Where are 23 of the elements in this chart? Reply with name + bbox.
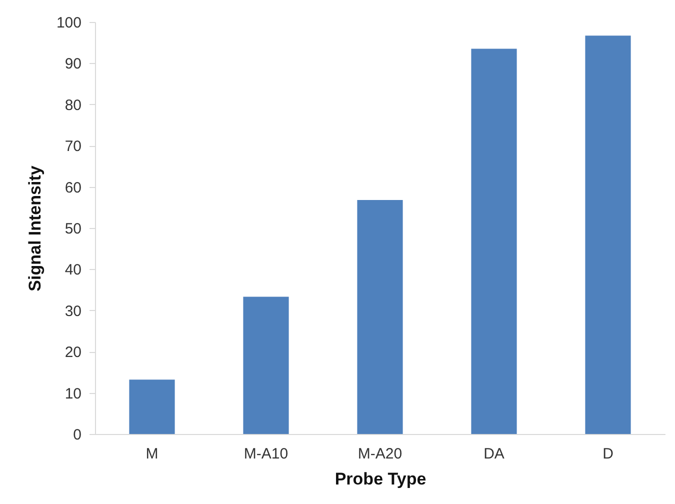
y-tick-label: 70 xyxy=(64,138,82,156)
y-tick-label: 90 xyxy=(64,56,82,73)
bar xyxy=(129,380,175,434)
x-tick-label: M-A20 xyxy=(358,446,402,462)
y-tick-label: 60 xyxy=(64,179,82,196)
y-tick-label: 30 xyxy=(64,302,82,320)
bar xyxy=(357,200,403,434)
y-tick-label: 50 xyxy=(64,220,82,238)
x-tick-label: M-A10 xyxy=(244,446,288,462)
bar xyxy=(471,48,517,434)
x-tick-label: D xyxy=(602,446,614,462)
y-tick-label: 20 xyxy=(64,344,82,362)
y-tick-label: 0 xyxy=(73,426,82,444)
y-tick-label: 100 xyxy=(56,14,82,32)
y-tick-label: 80 xyxy=(64,96,82,114)
x-axis-title: Probe Type xyxy=(334,470,426,488)
x-tick-label: DA xyxy=(484,446,504,462)
bar xyxy=(243,296,289,434)
x-tick-label: M xyxy=(146,446,158,462)
y-axis-title: Signal Intensity xyxy=(25,165,44,292)
y-tick-label: 10 xyxy=(64,385,82,402)
bar xyxy=(585,36,631,434)
y-tick-label: 40 xyxy=(64,262,82,279)
